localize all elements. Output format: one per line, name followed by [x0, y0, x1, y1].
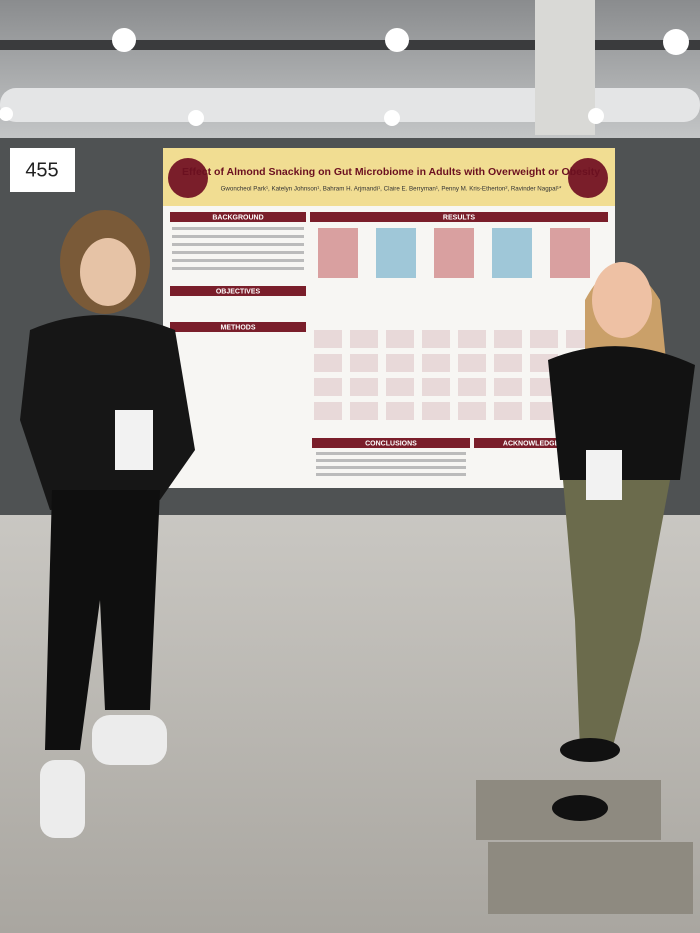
text-block [316, 459, 466, 462]
board-number: 455 [25, 159, 58, 181]
text-block [172, 243, 304, 246]
section-header: ACKNOWLEDGEMENT [503, 440, 580, 447]
section-header: RESULTS [443, 214, 475, 221]
logo [168, 158, 208, 198]
figure [494, 378, 522, 396]
section-header-bar [170, 212, 306, 222]
section-header: BACKGROUND [212, 214, 263, 221]
figure [458, 330, 486, 348]
text-block [172, 267, 304, 270]
duct [0, 88, 700, 122]
column [535, 0, 595, 135]
figure [314, 354, 342, 372]
section-header-bar [312, 438, 470, 448]
figure [386, 402, 414, 420]
figure [314, 402, 342, 420]
truss [0, 40, 700, 50]
logo [568, 158, 608, 198]
figure [350, 354, 378, 372]
figure [350, 378, 378, 396]
text-block [172, 235, 304, 238]
figure [350, 402, 378, 420]
section-header-bar [310, 212, 608, 222]
figure [458, 354, 486, 372]
number-card [10, 148, 75, 192]
figure [550, 228, 590, 278]
section-header: CONCLUSIONS [365, 440, 417, 447]
section-header: METHODS [221, 324, 256, 331]
text-block [172, 251, 304, 254]
poster-sections: BACKGROUND RESULTS OBJECTIVES METHODS CONCLU… [170, 212, 608, 476]
floor-grate [488, 842, 693, 914]
text-block [316, 452, 466, 455]
text-block [316, 466, 466, 469]
figure [386, 354, 414, 372]
section-header: OBJECTIVES [216, 288, 261, 295]
figure [318, 228, 358, 278]
figure [458, 402, 486, 420]
lights [0, 28, 689, 126]
section-header-bar [474, 438, 608, 448]
figure [422, 402, 450, 420]
figure [376, 228, 416, 278]
figure [314, 378, 342, 396]
text-block [172, 259, 304, 262]
figure [422, 330, 450, 348]
figure [422, 378, 450, 396]
figure [434, 228, 474, 278]
figure [458, 378, 486, 396]
text-block [316, 473, 466, 476]
figure [314, 330, 342, 348]
poster-header [163, 148, 615, 206]
text-block [172, 227, 304, 230]
figure [386, 378, 414, 396]
person-left [20, 210, 195, 838]
figure [422, 354, 450, 372]
figure [530, 330, 558, 348]
poster-authors: Gwoncheol Park¹, Katelyn Johnson¹, Bahra… [221, 186, 562, 193]
section-header-bar [170, 322, 306, 332]
figure [350, 330, 378, 348]
section-header-bar [170, 286, 306, 296]
figure [530, 402, 558, 420]
figure [494, 354, 522, 372]
figure [494, 330, 522, 348]
person-right [548, 262, 695, 821]
figure [494, 402, 522, 420]
figure [386, 330, 414, 348]
figure [492, 228, 532, 278]
poster-title: Effect of Almond Snacking on Gut Microbi… [182, 166, 600, 178]
